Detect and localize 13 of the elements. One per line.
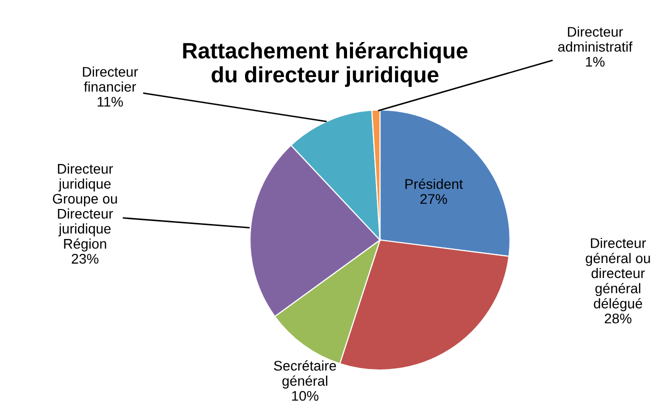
data-label: 11%: [98, 96, 123, 107]
slice-label: Directeur financier: [82, 66, 138, 92]
slice-label: Directeur juridique Groupe ou Directeur juridique Région: [52, 164, 117, 252]
text: Rattachement hiérarchique du directeur juridique: [183, 42, 468, 87]
slice-label: Directeur général ou directeur général délégué: [586, 238, 650, 312]
data-label: 28%: [604, 314, 632, 324]
slice-label: Directeur administratif: [558, 26, 632, 52]
data-label: 1%: [586, 56, 605, 67]
data-label: 10%: [292, 390, 318, 401]
slice-label: Président: [405, 178, 463, 189]
data-label: 23%: [72, 254, 98, 264]
slice-label: Secrétaire général: [274, 360, 336, 389]
data-label: 27%: [420, 194, 448, 204]
